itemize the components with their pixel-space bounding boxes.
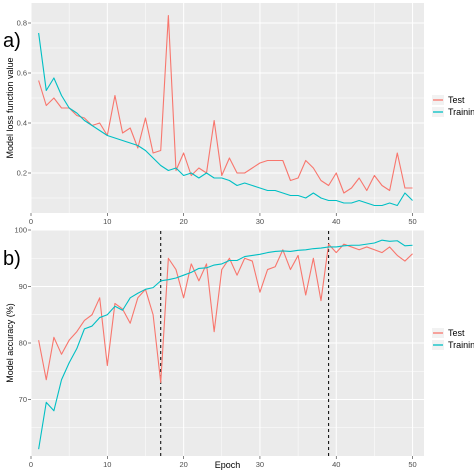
y-axis-title: Model accuracy (%) <box>5 303 15 383</box>
legend: Test Training <box>432 328 474 350</box>
legend-label-training: Training <box>448 107 474 117</box>
y-tick-label: 0.2 <box>17 169 27 178</box>
x-tick-label: 40 <box>332 217 340 226</box>
y-axis-title: Model loss function value <box>5 57 15 158</box>
x-tick-label: 20 <box>179 460 187 469</box>
x-tick-label: 30 <box>256 217 264 226</box>
accuracy-chart: 0 10 20 30 40 50 70 80 90 100 Model accuracy (%) Ep… <box>3 226 474 470</box>
y-tick-label: 80 <box>19 339 27 348</box>
x-tick-label: 40 <box>332 460 340 469</box>
legend: Test Training <box>432 95 474 117</box>
series-line-training <box>38 239 413 450</box>
series-line-test <box>38 243 413 384</box>
y-tick-label: 90 <box>19 282 27 291</box>
y-tick-label: 0.4 <box>17 119 27 128</box>
x-tick-label: 50 <box>408 460 416 469</box>
y-tick-label: 100 <box>14 226 27 235</box>
panel-label: a) <box>3 30 21 52</box>
x-tick-label: 50 <box>408 217 416 226</box>
y-tick-label: 0.6 <box>17 69 27 78</box>
legend-label-training: Training <box>448 340 474 350</box>
series-line-test <box>38 14 413 194</box>
x-tick-label: 0 <box>29 460 33 469</box>
legend-label-test: Test <box>448 95 465 105</box>
loss-chart: 0 10 20 30 40 50 0.2 0.4 0.6 0.8 Model loss functi… <box>3 3 474 226</box>
plot-background <box>31 3 424 213</box>
x-tick-label: 10 <box>103 217 111 226</box>
x-axis-title: Epoch <box>215 460 241 470</box>
x-tick-label: 10 <box>103 460 111 469</box>
series-line-training <box>38 32 413 207</box>
legend-label-test: Test <box>448 328 465 338</box>
x-tick-label: 30 <box>256 460 264 469</box>
y-tick-label: 70 <box>19 395 27 404</box>
x-tick-label: 20 <box>179 217 187 226</box>
x-tick-label: 0 <box>29 217 33 226</box>
y-tick-label: 0.8 <box>17 19 27 28</box>
panel-label: b) <box>3 248 21 270</box>
